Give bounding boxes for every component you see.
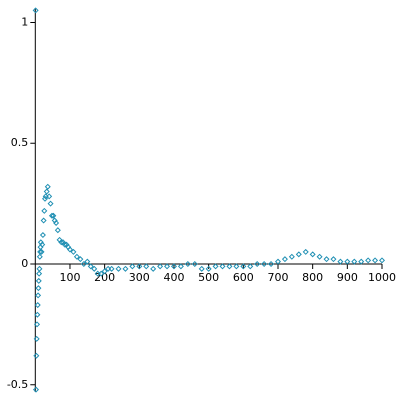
point [316,253,323,260]
y-tick-label: 0 [21,257,28,270]
point [101,268,108,275]
x-tick-label: 300 [129,271,150,284]
point [330,256,337,263]
point [32,7,39,14]
point [70,248,77,255]
point [37,248,44,255]
point [261,260,268,268]
point [143,263,150,270]
point [32,386,40,393]
point [48,212,55,219]
point [44,183,51,190]
point [33,335,40,342]
point [344,258,351,265]
x-tick-label: 1000 [368,271,396,284]
point [46,193,53,200]
point [34,302,41,309]
point [288,253,295,260]
point [36,253,43,260]
y-tick-label: -0.5 [7,378,28,391]
point [91,265,98,272]
point [51,217,58,224]
point [150,265,157,272]
point [58,239,65,246]
point [164,263,171,270]
point [47,200,54,207]
point [323,256,330,263]
point [40,217,47,224]
point [295,251,302,258]
point [268,260,275,268]
point [170,263,177,270]
point [378,257,386,264]
point [34,311,41,318]
x-tick-label: 800 [302,271,323,284]
x-tick-label: 500 [198,271,219,284]
point [219,263,226,270]
point [39,232,46,239]
point [37,239,44,246]
point [80,260,87,268]
point [73,253,80,260]
point [50,212,57,219]
x-tick-label: 900 [337,271,358,284]
point [351,258,358,265]
x-tick-label: 600 [233,271,254,284]
point [129,263,136,270]
point [53,219,60,226]
point [34,321,41,328]
point [35,277,42,284]
point [36,270,43,277]
x-tick-label: 400 [163,271,184,284]
point [205,265,212,272]
point [184,260,191,268]
point [35,285,42,292]
point [309,251,316,258]
point [98,270,105,277]
point [43,188,50,195]
point [226,263,233,270]
point [87,263,94,270]
point [38,248,45,255]
point [247,263,254,270]
point [337,258,344,265]
point [36,265,43,272]
point [66,246,73,253]
point [115,265,122,272]
point [365,257,372,264]
point [177,263,184,270]
point [240,263,247,270]
point [77,256,84,263]
point [198,265,205,272]
point [136,263,143,270]
point [122,265,129,272]
x-tick-label: 100 [59,271,80,284]
point [108,265,115,272]
point [39,241,46,248]
point [35,292,42,299]
point [61,241,68,248]
point [212,263,219,270]
point [372,257,379,264]
y-tick-label: 1 [21,15,28,28]
point [233,263,240,270]
point [33,352,40,359]
point [281,256,288,263]
x-tick-label: 700 [267,271,288,284]
point [84,258,91,265]
point [157,263,164,270]
point [41,207,48,214]
point [274,258,281,265]
point [191,260,198,268]
point [302,248,309,255]
point [254,260,261,268]
y-tick-label: 0.5 [11,136,29,149]
point [358,258,365,265]
point [54,227,61,234]
